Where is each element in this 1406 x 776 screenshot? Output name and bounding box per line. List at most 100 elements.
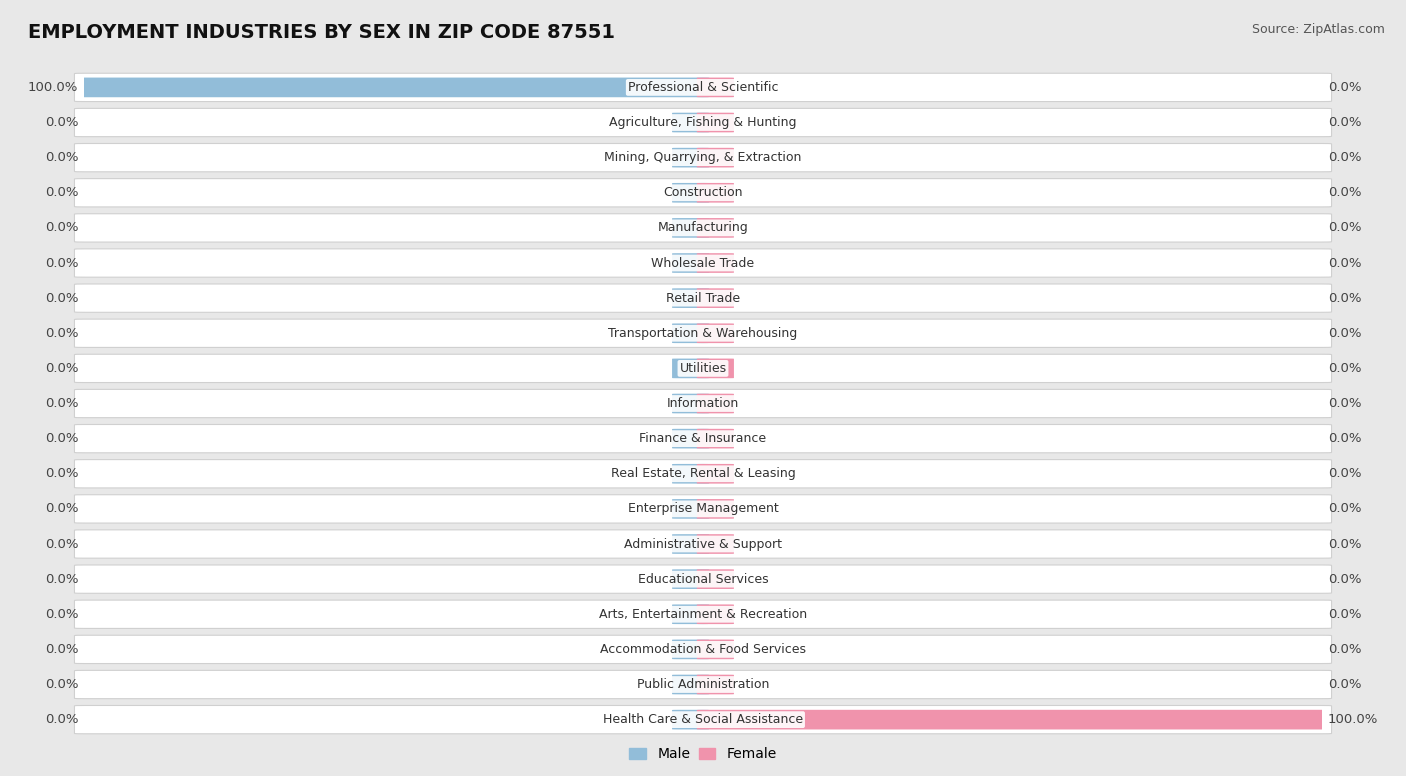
Text: Retail Trade: Retail Trade xyxy=(666,292,740,305)
Text: Wholesale Trade: Wholesale Trade xyxy=(651,257,755,269)
FancyBboxPatch shape xyxy=(75,565,1331,594)
Text: Finance & Insurance: Finance & Insurance xyxy=(640,432,766,445)
FancyBboxPatch shape xyxy=(672,674,709,695)
FancyBboxPatch shape xyxy=(672,113,709,133)
Text: 0.0%: 0.0% xyxy=(1327,608,1361,621)
FancyBboxPatch shape xyxy=(75,73,1331,102)
Text: 100.0%: 100.0% xyxy=(28,81,79,94)
Text: 0.0%: 0.0% xyxy=(45,116,79,129)
FancyBboxPatch shape xyxy=(75,495,1331,523)
FancyBboxPatch shape xyxy=(697,78,734,97)
Text: 0.0%: 0.0% xyxy=(45,257,79,269)
Text: 0.0%: 0.0% xyxy=(1327,362,1361,375)
Text: Source: ZipAtlas.com: Source: ZipAtlas.com xyxy=(1251,23,1385,36)
FancyBboxPatch shape xyxy=(672,183,709,203)
FancyBboxPatch shape xyxy=(697,289,734,308)
Legend: Male, Female: Male, Female xyxy=(624,742,782,767)
Text: 0.0%: 0.0% xyxy=(45,643,79,656)
Text: Agriculture, Fishing & Hunting: Agriculture, Fishing & Hunting xyxy=(609,116,797,129)
Text: Public Administration: Public Administration xyxy=(637,678,769,691)
Text: Transportation & Warehousing: Transportation & Warehousing xyxy=(609,327,797,340)
FancyBboxPatch shape xyxy=(672,710,709,729)
FancyBboxPatch shape xyxy=(75,144,1331,171)
Text: Educational Services: Educational Services xyxy=(638,573,768,586)
FancyBboxPatch shape xyxy=(672,289,709,308)
Text: 0.0%: 0.0% xyxy=(45,467,79,480)
FancyBboxPatch shape xyxy=(697,605,734,624)
Text: Mining, Quarrying, & Extraction: Mining, Quarrying, & Extraction xyxy=(605,151,801,165)
Text: 0.0%: 0.0% xyxy=(45,221,79,234)
FancyBboxPatch shape xyxy=(697,393,734,414)
FancyBboxPatch shape xyxy=(75,670,1331,698)
FancyBboxPatch shape xyxy=(672,499,709,518)
FancyBboxPatch shape xyxy=(75,600,1331,629)
FancyBboxPatch shape xyxy=(697,639,734,660)
Text: 0.0%: 0.0% xyxy=(45,397,79,410)
FancyBboxPatch shape xyxy=(75,249,1331,277)
FancyBboxPatch shape xyxy=(75,319,1331,348)
Text: 0.0%: 0.0% xyxy=(1327,327,1361,340)
Text: Enterprise Management: Enterprise Management xyxy=(627,502,779,515)
Text: 0.0%: 0.0% xyxy=(1327,643,1361,656)
Text: 0.0%: 0.0% xyxy=(1327,397,1361,410)
FancyBboxPatch shape xyxy=(672,464,709,483)
Text: Arts, Entertainment & Recreation: Arts, Entertainment & Recreation xyxy=(599,608,807,621)
Text: 0.0%: 0.0% xyxy=(1327,257,1361,269)
FancyBboxPatch shape xyxy=(672,359,709,378)
Text: 0.0%: 0.0% xyxy=(1327,538,1361,550)
Text: 0.0%: 0.0% xyxy=(1327,186,1361,199)
Text: 0.0%: 0.0% xyxy=(1327,573,1361,586)
Text: Construction: Construction xyxy=(664,186,742,199)
Text: 0.0%: 0.0% xyxy=(45,432,79,445)
Text: 0.0%: 0.0% xyxy=(45,327,79,340)
Text: EMPLOYMENT INDUSTRIES BY SEX IN ZIP CODE 87551: EMPLOYMENT INDUSTRIES BY SEX IN ZIP CODE… xyxy=(28,23,614,42)
FancyBboxPatch shape xyxy=(75,284,1331,312)
FancyBboxPatch shape xyxy=(697,570,734,589)
Text: Real Estate, Rental & Leasing: Real Estate, Rental & Leasing xyxy=(610,467,796,480)
FancyBboxPatch shape xyxy=(697,429,734,449)
Text: 0.0%: 0.0% xyxy=(1327,116,1361,129)
Text: 0.0%: 0.0% xyxy=(45,151,79,165)
FancyBboxPatch shape xyxy=(697,674,734,695)
FancyBboxPatch shape xyxy=(672,605,709,624)
Text: 0.0%: 0.0% xyxy=(45,713,79,726)
FancyBboxPatch shape xyxy=(672,324,709,343)
FancyBboxPatch shape xyxy=(697,534,734,554)
FancyBboxPatch shape xyxy=(672,429,709,449)
Text: 100.0%: 100.0% xyxy=(1327,713,1378,726)
Text: 0.0%: 0.0% xyxy=(1327,221,1361,234)
Text: Information: Information xyxy=(666,397,740,410)
FancyBboxPatch shape xyxy=(672,218,709,237)
Text: 0.0%: 0.0% xyxy=(1327,678,1361,691)
Text: Health Care & Social Assistance: Health Care & Social Assistance xyxy=(603,713,803,726)
FancyBboxPatch shape xyxy=(75,530,1331,558)
FancyBboxPatch shape xyxy=(672,253,709,273)
FancyBboxPatch shape xyxy=(75,705,1331,734)
FancyBboxPatch shape xyxy=(697,218,734,237)
Text: 0.0%: 0.0% xyxy=(45,608,79,621)
Text: 0.0%: 0.0% xyxy=(45,678,79,691)
FancyBboxPatch shape xyxy=(75,178,1331,207)
Text: 0.0%: 0.0% xyxy=(1327,151,1361,165)
Text: 0.0%: 0.0% xyxy=(1327,502,1361,515)
Text: Manufacturing: Manufacturing xyxy=(658,221,748,234)
FancyBboxPatch shape xyxy=(672,147,709,168)
Text: 0.0%: 0.0% xyxy=(1327,467,1361,480)
FancyBboxPatch shape xyxy=(75,354,1331,383)
Text: 0.0%: 0.0% xyxy=(1327,432,1361,445)
Text: 0.0%: 0.0% xyxy=(45,362,79,375)
Text: 0.0%: 0.0% xyxy=(45,538,79,550)
FancyBboxPatch shape xyxy=(75,109,1331,137)
Text: Accommodation & Food Services: Accommodation & Food Services xyxy=(600,643,806,656)
FancyBboxPatch shape xyxy=(697,464,734,483)
FancyBboxPatch shape xyxy=(697,183,734,203)
FancyBboxPatch shape xyxy=(672,393,709,414)
Text: Utilities: Utilities xyxy=(679,362,727,375)
FancyBboxPatch shape xyxy=(697,113,734,133)
FancyBboxPatch shape xyxy=(672,570,709,589)
Text: 0.0%: 0.0% xyxy=(45,502,79,515)
FancyBboxPatch shape xyxy=(697,359,734,378)
Text: Administrative & Support: Administrative & Support xyxy=(624,538,782,550)
Text: 0.0%: 0.0% xyxy=(1327,292,1361,305)
FancyBboxPatch shape xyxy=(697,147,734,168)
